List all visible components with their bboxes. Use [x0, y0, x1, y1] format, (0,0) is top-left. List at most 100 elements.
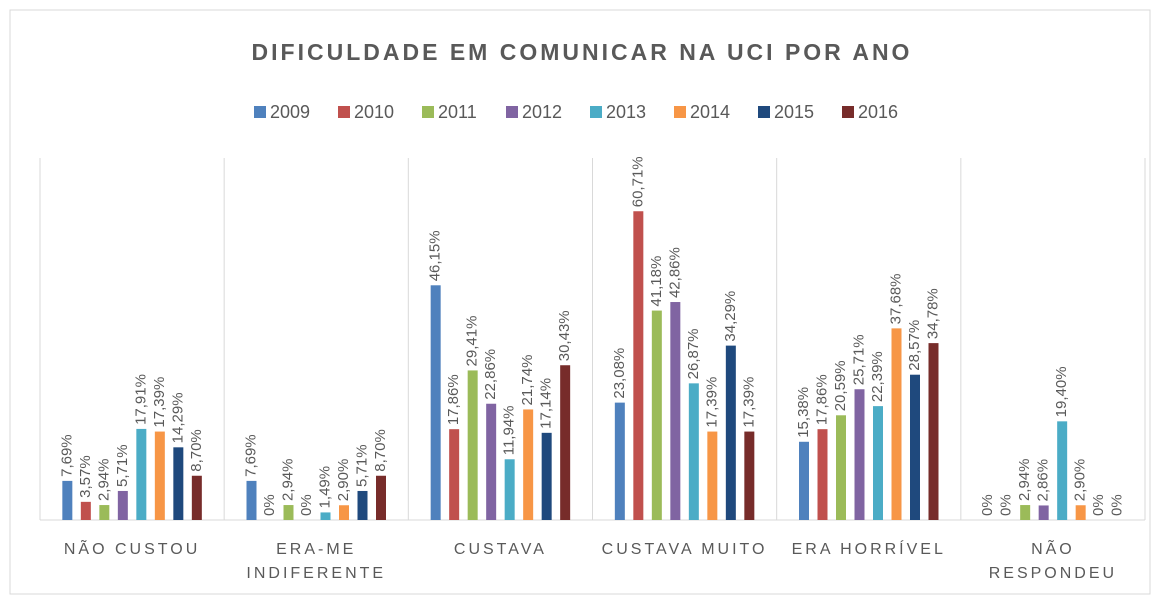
data-label: 2,94% — [1016, 459, 1033, 502]
bar — [376, 475, 386, 520]
x-tick-label: NÃO CUSTOU — [63, 541, 201, 558]
legend-label: 2009 — [270, 102, 310, 122]
bar — [486, 403, 497, 520]
legend-label: 2014 — [690, 102, 730, 122]
data-label: 28,57% — [906, 320, 923, 371]
legend-label: 2010 — [354, 102, 394, 122]
bar — [430, 285, 441, 520]
data-label: 20,59% — [832, 360, 849, 411]
bar — [320, 512, 331, 520]
data-label: 46,15% — [427, 230, 444, 281]
data-label: 41,18% — [648, 256, 665, 307]
data-label: 17,39% — [151, 377, 168, 428]
data-label: 17,86% — [813, 374, 830, 425]
legend-swatch — [842, 106, 854, 118]
bar — [541, 432, 552, 520]
data-label: 2,90% — [1072, 459, 1089, 502]
legend-swatch — [422, 106, 434, 118]
bar — [246, 480, 257, 520]
x-tick-label: ERA-ME INDIFERENTE — [246, 541, 387, 582]
bar — [283, 505, 294, 520]
data-label: 7,69% — [242, 434, 259, 477]
data-label: 2,86% — [1035, 459, 1052, 502]
bar — [873, 406, 883, 520]
bar — [910, 374, 920, 520]
bar — [62, 480, 73, 520]
x-tick-label: CUSTAVA MUITO — [601, 541, 768, 558]
data-label: 37,68% — [887, 273, 904, 324]
data-label: 0% — [1109, 494, 1126, 516]
legend-swatch — [338, 106, 350, 118]
data-label: 60,71% — [629, 156, 646, 207]
bar — [136, 428, 147, 520]
bar — [99, 505, 110, 520]
data-label: 30,43% — [556, 310, 573, 361]
legend-label: 2011 — [438, 102, 477, 122]
data-label: 2,94% — [95, 459, 112, 502]
bar — [817, 429, 828, 520]
legend-label: 2015 — [774, 102, 814, 122]
legend-label: 2012 — [522, 102, 562, 122]
data-label: 5,71% — [353, 444, 370, 487]
bar — [449, 429, 460, 520]
data-label: 0% — [998, 494, 1015, 516]
bar — [707, 431, 718, 520]
bar — [154, 431, 165, 520]
x-tick-label: CUSTAVA — [453, 541, 547, 558]
legend-label: 2013 — [606, 102, 646, 122]
data-label: 17,39% — [740, 377, 757, 428]
data-label: 21,74% — [519, 355, 536, 406]
x-tick-label: ERA HORRÍVEL — [791, 541, 946, 558]
legend-label: 2016 — [858, 102, 898, 122]
bar — [504, 459, 515, 520]
bar — [467, 370, 478, 520]
bar — [891, 328, 902, 520]
bar — [725, 345, 736, 520]
chart-title: DIFICULDADE EM COMUNICAR NA UCI POR ANO — [252, 39, 913, 65]
data-label: 17,14% — [538, 378, 555, 429]
data-label: 34,78% — [924, 288, 941, 339]
data-label: 42,86% — [666, 247, 683, 298]
bar — [173, 447, 184, 520]
legend-swatch — [254, 106, 266, 118]
data-label: 0% — [298, 494, 315, 516]
bar — [688, 383, 699, 520]
bar — [191, 475, 202, 520]
bar — [523, 409, 534, 520]
data-label: 1,49% — [316, 466, 333, 509]
bar — [357, 490, 368, 520]
data-label: 17,39% — [703, 377, 720, 428]
bar — [854, 389, 865, 520]
bar — [799, 441, 809, 520]
data-label: 29,41% — [464, 316, 481, 367]
data-label: 0% — [1090, 494, 1107, 516]
bar — [1057, 421, 1068, 520]
legend-swatch — [506, 106, 518, 118]
data-label: 3,57% — [77, 455, 94, 498]
data-label: 17,91% — [132, 374, 149, 425]
data-label: 25,71% — [850, 334, 867, 385]
x-tick-label: NÃO RESPONDEU — [988, 541, 1118, 582]
data-label: 26,87% — [685, 328, 702, 379]
bar — [1075, 505, 1086, 520]
data-label: 34,29% — [722, 291, 739, 342]
legend-swatch — [758, 106, 770, 118]
bar — [651, 310, 662, 520]
data-label: 2,90% — [335, 459, 352, 502]
data-label: 23,08% — [611, 348, 628, 399]
bar — [744, 431, 755, 520]
data-label: 14,29% — [169, 392, 186, 443]
data-label: 0% — [979, 494, 996, 516]
legend-swatch — [590, 106, 602, 118]
data-label: 11,94% — [501, 406, 518, 456]
legend-swatch — [674, 106, 686, 118]
bar — [80, 501, 91, 520]
data-label: 7,69% — [58, 434, 75, 477]
bar — [117, 490, 128, 520]
data-label: 19,40% — [1053, 366, 1070, 417]
data-label: 22,39% — [869, 351, 886, 402]
bar — [339, 505, 349, 520]
data-label: 22,86% — [482, 349, 499, 400]
